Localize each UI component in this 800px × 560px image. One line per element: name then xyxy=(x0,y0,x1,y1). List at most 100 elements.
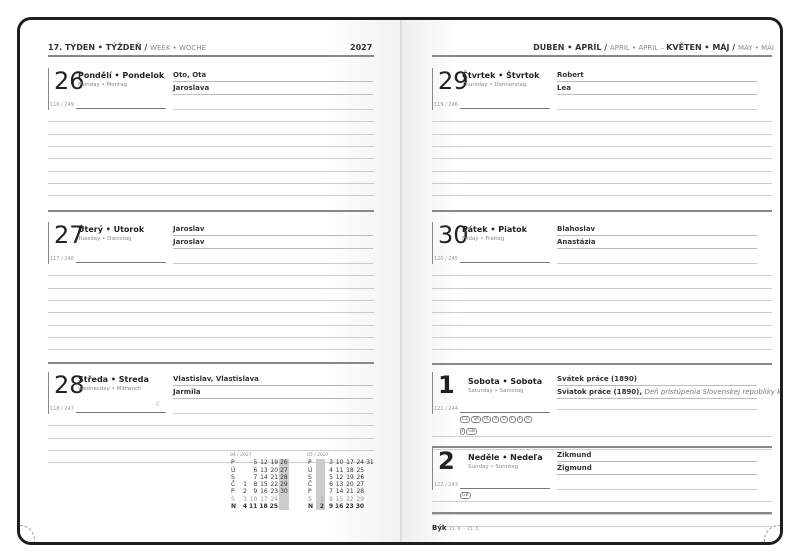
day-separator xyxy=(48,362,374,364)
calendar-day xyxy=(365,474,375,481)
day-counter: 118 / 247 xyxy=(50,406,74,412)
name-day-1: Robert xyxy=(557,71,757,82)
calendar-day: 17 xyxy=(346,459,354,467)
name-day-2-text: Lea xyxy=(557,84,571,92)
spine xyxy=(400,20,402,542)
calendar-day: 2 xyxy=(316,503,325,511)
day-name: Čtvrtek • Štvrtok xyxy=(462,71,540,80)
mini-calendar: 05 / 2027 P 3 10 17 24 31 Ú 4 11 18 25 S 5 12 19 26 Č 6 13 2… xyxy=(307,452,375,511)
ruled-line xyxy=(432,275,772,277)
calendar-day: 11 xyxy=(335,466,344,474)
calendar-day: 10 xyxy=(249,495,258,503)
day-name: Pondělí • Pondelok xyxy=(78,71,165,80)
day-name-en: Thursday • Donnerstag xyxy=(462,82,527,88)
calendar-day xyxy=(239,474,248,481)
name-day-2: Jaroslav xyxy=(173,238,373,249)
calendar-day: 18 xyxy=(259,503,268,511)
calendar-day xyxy=(279,495,289,504)
weekday-label: Č xyxy=(308,481,313,489)
weekday-label: P xyxy=(231,488,235,496)
counter-rule xyxy=(460,488,550,489)
calendar-day: 26 xyxy=(356,473,365,481)
country-badge: GB xyxy=(466,428,477,435)
corner-mark xyxy=(20,525,35,542)
weekday-label: P xyxy=(308,459,312,467)
name-day-2-text: Sviatok práce (1890), xyxy=(557,388,643,396)
ruled-line xyxy=(432,501,772,503)
ruled-line xyxy=(48,133,374,135)
ruled-line xyxy=(432,133,772,135)
calendar-row: N 4 11 18 25 xyxy=(230,503,289,511)
mini-calendar: 04 / 2027 P 5 12 19 26 Ú 6 13 20 27 S 7 14 21 28 Č 1 8 15 22… xyxy=(230,452,289,511)
ruled-line xyxy=(48,324,374,326)
weekday-label: S xyxy=(308,495,312,503)
moon-phase-icon: ☾ xyxy=(156,400,163,408)
calendar-row: S 7 14 21 28 xyxy=(230,473,289,482)
name-day-2-text: Jarmila xyxy=(173,388,201,396)
name-day-2: Jarmila xyxy=(173,388,373,399)
corner-mark xyxy=(764,525,780,542)
month1-en: APRIL • APRIL – xyxy=(609,44,667,52)
calendar-day: 7 xyxy=(253,473,258,481)
calendar-day: 20 xyxy=(346,481,354,489)
name-day-2: Lea xyxy=(557,84,757,95)
calendar-day xyxy=(365,467,375,474)
country-badge: A xyxy=(492,416,500,423)
ruled-line xyxy=(432,349,772,351)
calendar-day: 17 xyxy=(260,495,268,503)
month2: KVĚTEN • MÁJ / xyxy=(666,43,738,52)
day-name-en: Sunday • Sonntag xyxy=(468,464,519,470)
week-header: 17. TÝDEN • TÝŽDEŇ / WEEK • WOCHE xyxy=(48,43,206,52)
calendar-day: 25 xyxy=(356,466,365,474)
ruled-line xyxy=(48,462,374,464)
day-separator xyxy=(432,210,772,212)
day-number: 28 xyxy=(48,372,85,414)
ruled-line xyxy=(48,336,374,338)
calendar-day: 5 xyxy=(329,473,333,481)
ruled-line xyxy=(432,513,772,515)
day-name: Pátek • Piatok xyxy=(462,225,527,234)
right-page: DUBEN • APRÍL / APRIL • APRIL – KVĚTEN •… xyxy=(402,20,780,542)
weekday-label: N xyxy=(231,503,237,511)
ruled-line xyxy=(48,449,374,451)
name-day-2-text: Jaroslava xyxy=(173,84,210,92)
ruled-line xyxy=(432,170,772,172)
ruled-line xyxy=(557,489,757,490)
name-day-1: Blahoslav xyxy=(557,225,757,236)
calendar-row: P 7 14 21 28 xyxy=(307,488,375,496)
ruled-line xyxy=(432,324,772,326)
calendar-row: Č 6 13 20 27 xyxy=(307,481,375,489)
calendar-day: 24 xyxy=(270,495,279,503)
zodiac-footer: Býk 21. 4. – 21. 5. xyxy=(432,524,480,532)
ruled-line xyxy=(432,121,772,123)
country-badge: CZ xyxy=(460,416,471,423)
ruled-line xyxy=(48,287,374,289)
calendar-row: Ú 4 11 18 25 xyxy=(307,466,375,474)
calendar-day: 23 xyxy=(345,503,354,511)
ruled-line xyxy=(432,158,772,160)
day-name-en: Tuesday • Dienstag xyxy=(78,236,132,242)
day-number: 1 xyxy=(432,372,455,414)
calendar-day: 7 xyxy=(329,488,333,496)
year: 2027 xyxy=(350,43,373,52)
calendar-day: 11 xyxy=(249,503,258,511)
ruled-line xyxy=(173,263,373,264)
weekday-label: S xyxy=(231,473,235,481)
calendar-day: 21 xyxy=(270,473,279,481)
calendar-row: Ú 6 13 20 27 xyxy=(230,466,289,474)
calendar-day: 18 xyxy=(346,466,354,474)
calendar-day xyxy=(316,473,325,482)
day-counter: 119 / 246 xyxy=(434,102,458,108)
calendar-day xyxy=(365,481,375,488)
ruled-line xyxy=(432,336,772,338)
calendar-day: 16 xyxy=(335,503,344,511)
name-day-1: Svátek práce (1890) xyxy=(557,375,757,386)
week-title-en: WEEK • WOCHE xyxy=(150,44,206,52)
calendar-day xyxy=(316,481,325,489)
weekday-label: S xyxy=(308,473,312,481)
calendar-row: S 5 12 19 26 xyxy=(307,473,375,482)
calendar-day: 22 xyxy=(270,481,279,489)
counter-rule xyxy=(76,412,166,413)
ruled-line xyxy=(48,145,374,147)
name-day-1: Jaroslav xyxy=(173,225,373,236)
